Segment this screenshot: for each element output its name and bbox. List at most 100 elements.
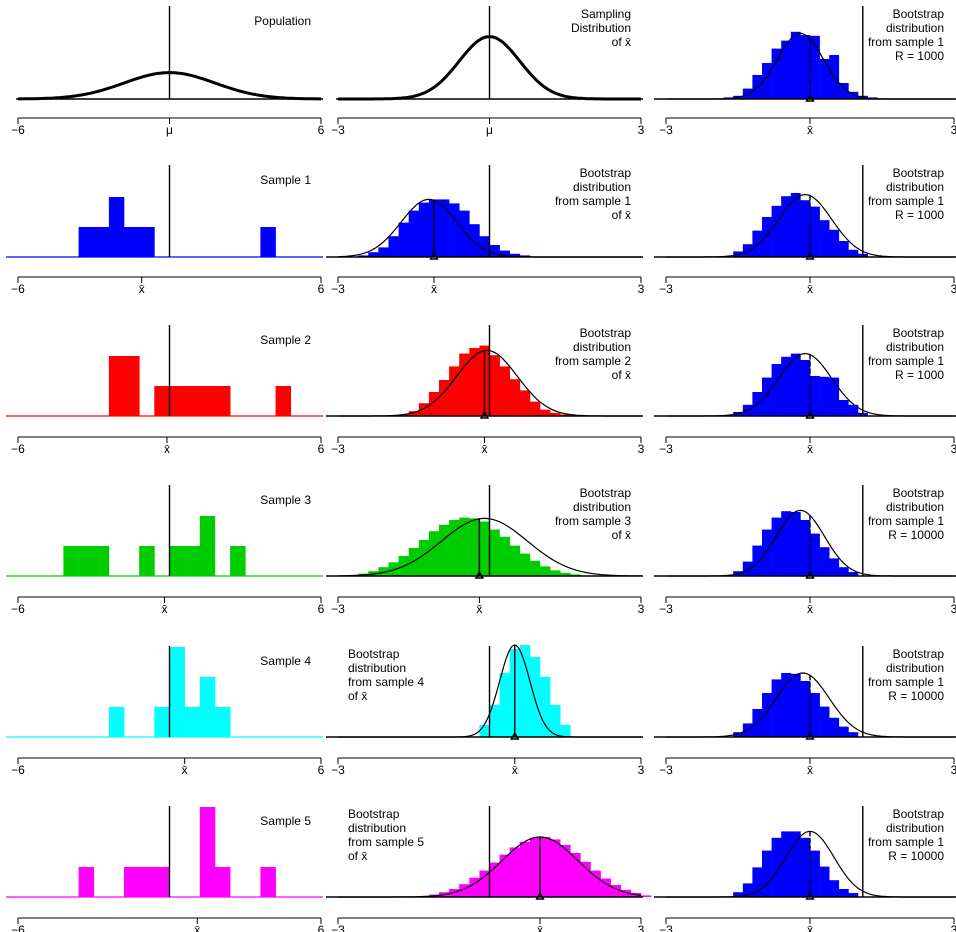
histogram-bar [529, 560, 541, 576]
panel-sample2: −6 x̄ 6 Sample 2 [6, 325, 325, 456]
panel-label: Bootstrap [580, 486, 632, 500]
histogram-bar [540, 677, 551, 737]
histogram-bar [762, 850, 772, 897]
histogram-bar [449, 366, 460, 416]
histogram-bar [154, 867, 170, 897]
histogram-bar [829, 558, 840, 576]
panel-label: R = 10000 [888, 528, 944, 542]
histogram-bar [790, 193, 801, 257]
tick-label: −3 [331, 442, 345, 456]
histogram-bar [78, 867, 95, 897]
histogram-bar [214, 867, 231, 897]
tick-label: 3 [638, 763, 645, 777]
panel-label: Bootstrap [893, 326, 945, 340]
tick-label: −3 [659, 763, 673, 777]
panel-sample5: −6 x̄ 6 Sample 5 [6, 806, 325, 932]
panel-label: distribution [886, 821, 944, 835]
tick-label: −3 [659, 282, 673, 296]
panel-label: Bootstrap [893, 647, 945, 661]
histogram-bar [752, 545, 763, 576]
histogram-bar [790, 512, 801, 576]
panel-label: from sample 1 [868, 675, 944, 689]
histogram-bar [781, 831, 792, 897]
tick-label: 3 [638, 923, 645, 932]
histogram-bar [398, 414, 409, 416]
histogram-bar [449, 203, 460, 257]
histogram-bar [439, 380, 450, 416]
tick-label-center: x̄ [164, 442, 170, 456]
tick-label: 3 [951, 763, 956, 777]
histogram-bar [108, 356, 125, 416]
tick-label: −3 [331, 923, 345, 932]
tick-label: −6 [11, 602, 25, 616]
histogram-bar [810, 35, 820, 99]
histogram-bar [489, 245, 500, 257]
panel-label: R = 1000 [895, 49, 944, 63]
histogram-bar [428, 531, 440, 576]
panel-label: distribution [886, 500, 944, 514]
histogram-bar [560, 845, 571, 897]
xbar-triangle [805, 251, 815, 260]
histogram-bar [509, 379, 521, 416]
histogram-bar [641, 895, 652, 897]
histogram-bar [838, 83, 849, 99]
tick-label: −3 [331, 282, 345, 296]
histogram-bar [139, 867, 155, 897]
histogram-bar [771, 517, 782, 576]
histogram-bar [810, 533, 820, 576]
histogram-bar [800, 681, 811, 737]
histogram-bar [169, 647, 185, 737]
histogram-bar [810, 206, 820, 257]
tick-label: 3 [951, 442, 956, 456]
panel-label: from sample 4 [348, 675, 424, 689]
histogram-bar [829, 377, 840, 416]
histogram-bar [378, 567, 389, 576]
histogram-bar [499, 366, 510, 416]
panel-sample4: −6 x̄ 6 Sample 4 [6, 646, 325, 777]
histogram-bar [771, 837, 782, 897]
panel-label: of x̄ [612, 368, 631, 382]
histogram-bar [388, 562, 399, 576]
histogram-bar [848, 732, 859, 737]
histogram-bar [610, 885, 622, 897]
histogram-bar [848, 91, 859, 99]
histogram-bar [479, 521, 490, 576]
histogram-bar [781, 40, 792, 99]
histogram-bar [499, 854, 510, 897]
histogram-bar [509, 847, 521, 897]
histogram-bar [124, 227, 140, 257]
histogram-bar [742, 883, 753, 897]
histogram-bar [449, 520, 460, 576]
tick-label: −3 [331, 763, 345, 777]
histogram-bar [368, 252, 379, 257]
histogram-bar [620, 889, 632, 897]
histogram-bar [848, 893, 859, 897]
tick-label: 3 [638, 602, 645, 616]
histogram-bar [762, 63, 772, 99]
tick-label-center: x̄ [807, 923, 813, 932]
histogram-bar [781, 356, 792, 416]
histogram-bar [838, 241, 849, 257]
histogram-bar [550, 839, 561, 897]
histogram-bar [489, 862, 500, 897]
histogram-bar [78, 546, 95, 576]
histogram-bar [499, 250, 510, 257]
tick-label: 6 [318, 602, 325, 616]
histogram-bar [63, 546, 79, 576]
histogram-bar [570, 574, 581, 576]
density-curve [666, 509, 954, 577]
histogram-bar [819, 866, 830, 897]
histogram-bar [388, 236, 399, 257]
tick-label-center: x̄ [139, 282, 145, 296]
histogram-bar [469, 877, 480, 897]
panel-label: from sample 1 [868, 354, 944, 368]
histogram-bar [93, 546, 110, 576]
xbar-triangle [510, 731, 520, 740]
histogram-bar [848, 404, 859, 416]
panel-label: Bootstrap [893, 166, 945, 180]
